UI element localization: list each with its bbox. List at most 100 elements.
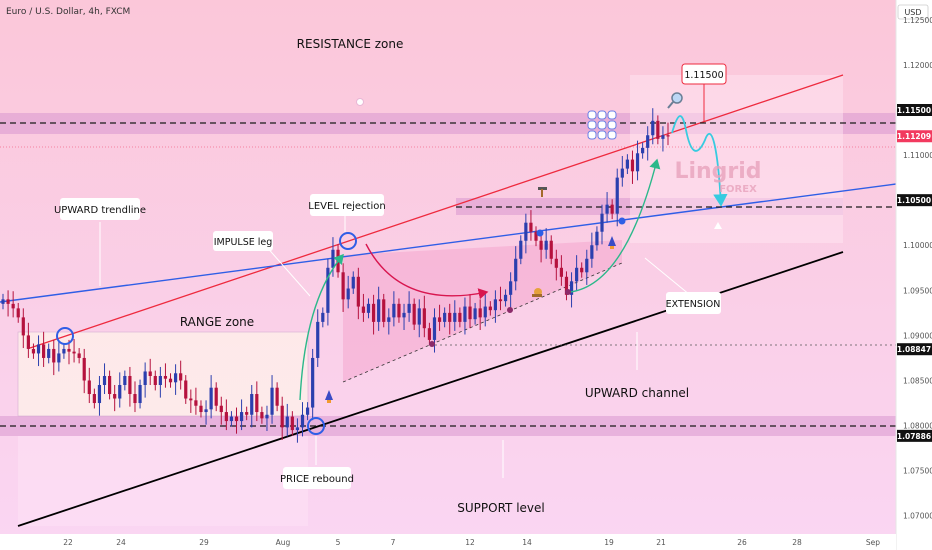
- candle: [189, 389, 193, 413]
- candle: [590, 232, 594, 268]
- candle: [143, 362, 147, 398]
- price-tick-label: 1.09500: [903, 286, 932, 295]
- candle: [524, 213, 528, 254]
- label-upward-trendline-text: UPWARD trendline: [54, 205, 146, 216]
- candle: [544, 228, 548, 259]
- candle: [295, 418, 300, 443]
- candle: [554, 249, 558, 281]
- candle: [534, 226, 538, 247]
- candle: [270, 375, 274, 424]
- candle: [290, 411, 294, 436]
- candle: [387, 308, 391, 335]
- candle: [214, 382, 218, 412]
- currency-label: USD: [904, 8, 921, 17]
- candle: [539, 231, 543, 263]
- candle: [331, 237, 335, 277]
- candle: [453, 300, 457, 331]
- watermark-logo-text: Lingrid: [674, 159, 761, 184]
- candle: [478, 299, 482, 330]
- candle: [42, 331, 46, 367]
- candles-group: [1, 108, 670, 443]
- label-level-rejection: LEVEL rejection: [308, 194, 386, 216]
- price-tick-label: 1.12500: [903, 16, 932, 25]
- candle: [219, 396, 223, 425]
- candle: [635, 140, 640, 181]
- label-upward-trendline: UPWARD trendline: [54, 198, 146, 220]
- svg-text:1.08847: 1.08847: [897, 345, 931, 354]
- chart-header-symbol: Euro / U.S. Dollar, 4h, FXCM: [6, 7, 130, 17]
- candle: [377, 286, 381, 331]
- candle: [630, 150, 635, 184]
- price-tick-label: 1.09000: [903, 331, 932, 340]
- candle: [194, 387, 198, 415]
- candle: [651, 108, 655, 145]
- candle: [57, 340, 61, 372]
- candle: [468, 293, 472, 329]
- price-tick-label: 1.11000: [903, 151, 932, 160]
- selection-handles[interactable]: [587, 110, 617, 140]
- candle: [168, 373, 173, 388]
- price-axis[interactable]: USD 1.12500 1.12000 1.11500 1.11000 1.10500 1…: [895, 0, 932, 550]
- magnifier-icon: [667, 92, 683, 109]
- drawing-handle[interactable]: [597, 120, 607, 130]
- low-dot-2: [507, 307, 513, 313]
- candle: [224, 399, 228, 431]
- drawing-handle[interactable]: [607, 110, 617, 120]
- time-tick-label: 12: [465, 538, 475, 547]
- label-impulse-leg: IMPULSE leg: [213, 231, 273, 251]
- candle: [321, 307, 325, 328]
- range-zone-box: [17, 331, 309, 417]
- candle: [239, 399, 244, 431]
- currency-badge: [897, 4, 929, 20]
- candle: [138, 379, 142, 409]
- price-axis-background: [896, 0, 932, 550]
- candle: [52, 339, 56, 376]
- candle: [407, 291, 411, 322]
- price-tag: 1.08847: [897, 343, 932, 356]
- candle: [569, 272, 574, 308]
- drawing-handle[interactable]: [607, 130, 617, 140]
- candle: [503, 289, 508, 307]
- candle: [605, 192, 609, 223]
- candle: [36, 335, 41, 367]
- candle: [458, 307, 462, 328]
- candle: [564, 271, 569, 301]
- time-tick-label: Aug: [276, 538, 291, 547]
- drawing-handle[interactable]: [587, 110, 597, 120]
- time-tick-label: 5: [336, 538, 341, 547]
- time-tick-label: Sep: [866, 538, 880, 547]
- candle: [437, 304, 442, 331]
- candle: [422, 295, 426, 338]
- drawing-handle[interactable]: [597, 110, 607, 120]
- drawing-handle[interactable]: [587, 120, 597, 130]
- touch-dot-2: [618, 217, 626, 225]
- candle: [102, 363, 107, 395]
- drawing-handle[interactable]: [587, 130, 597, 140]
- rocket-icon: [325, 390, 333, 403]
- candle: [229, 411, 234, 427]
- hammer-icon: [538, 187, 547, 197]
- candle: [661, 126, 665, 152]
- label-target-text: 1.11500: [684, 70, 723, 81]
- drawing-handle[interactable]: [607, 120, 617, 130]
- candle: [483, 293, 487, 327]
- impulse-arrow: [299, 253, 344, 401]
- low-dot-1: [429, 341, 435, 347]
- touch-dot-1: [536, 229, 544, 237]
- candle: [412, 298, 416, 330]
- label-price-rebound-text: PRICE rebound: [280, 474, 354, 485]
- upward-trendline-red: [29, 74, 844, 349]
- svg-text:1.11500: 1.11500: [897, 106, 931, 115]
- time-tick-label: 14: [522, 538, 532, 547]
- candle: [285, 403, 289, 437]
- candle: [87, 367, 91, 404]
- candle: [326, 258, 330, 326]
- price-tick-label: 1.10000: [903, 241, 932, 250]
- label-level-rejection-text: LEVEL rejection: [308, 201, 385, 212]
- candle: [417, 299, 421, 338]
- candle: [646, 126, 650, 161]
- time-axis[interactable]: 22 24 29 Aug 5 7 12 14 19 21 26 28 Sep: [0, 534, 896, 550]
- drawing-handle[interactable]: [597, 130, 607, 140]
